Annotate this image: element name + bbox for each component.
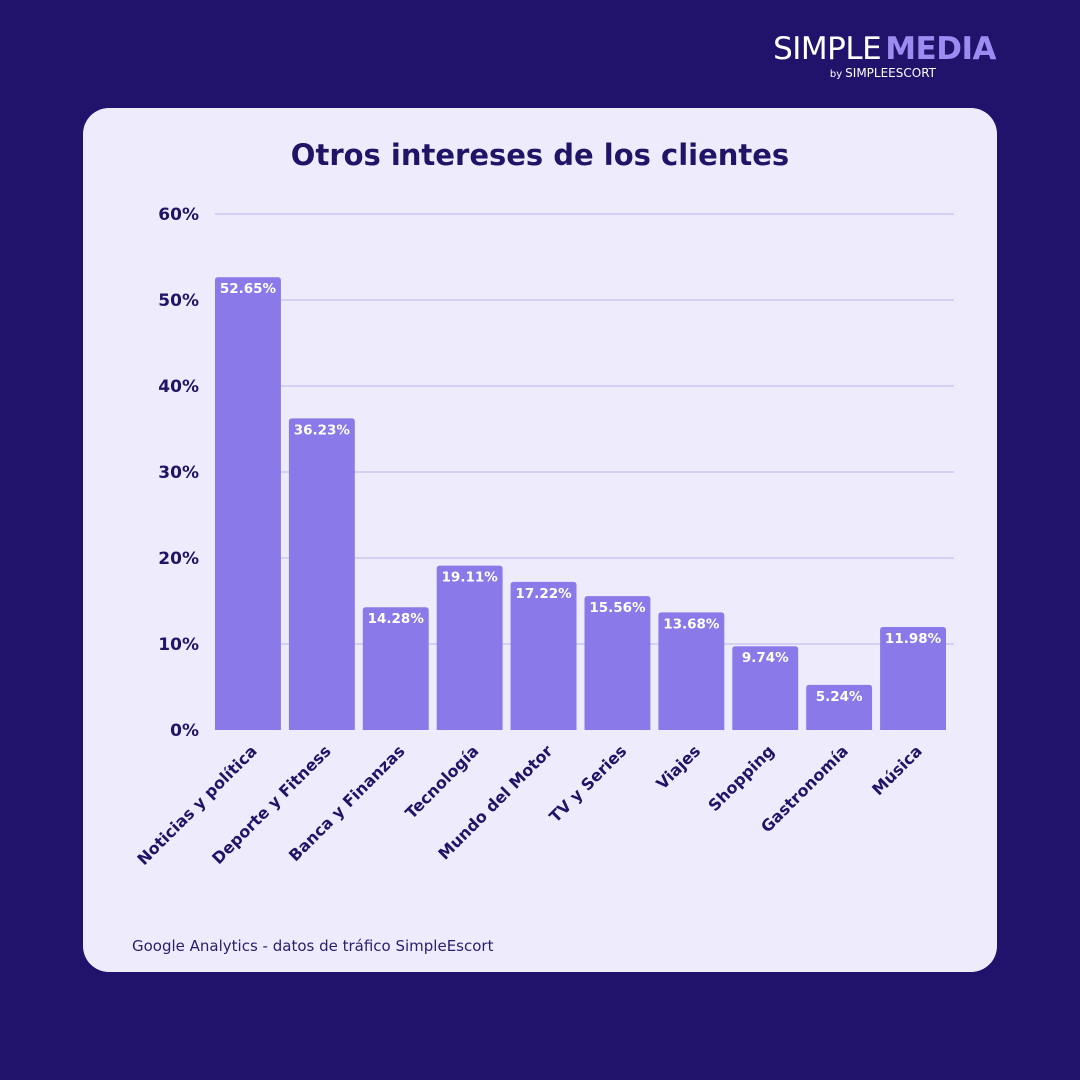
bar-value-label: 17.22%: [515, 586, 572, 602]
x-tick-label: Música: [868, 741, 926, 799]
y-tick-label: 0%: [170, 721, 199, 741]
bar-value-label: 5.24%: [816, 689, 863, 705]
brand-name-part2: MEDIA: [885, 31, 996, 67]
brand-by-label: by: [829, 69, 843, 80]
bar-value-label: 13.68%: [663, 616, 720, 632]
x-tick-label: TV y Series: [545, 741, 630, 826]
y-tick-label: 10%: [158, 635, 199, 655]
bar-value-label: 52.65%: [220, 281, 277, 297]
bar: [880, 626, 946, 730]
y-tick-label: 30%: [158, 463, 199, 483]
bar: [658, 612, 725, 730]
y-tick-label: 20%: [158, 549, 199, 569]
bar: [510, 581, 577, 730]
bar: [732, 646, 799, 730]
source-note: Google Analytics - datos de tráfico Simp…: [132, 937, 494, 955]
x-tick-label: Shopping: [704, 741, 778, 815]
bar-chart: Otros intereses de los clientes 0% 10% 20% 3…: [133, 138, 954, 869]
bar-value-label: 19.11%: [442, 570, 499, 586]
chart-title: Otros intereses de los clientes: [291, 138, 789, 172]
brand-name: SIMPLE MEDIA: [773, 30, 996, 68]
x-tick-label: Tecnología: [401, 741, 482, 822]
bar-value-label: 11.98%: [885, 631, 942, 647]
brand-name-part1: SIMPLE: [773, 31, 882, 67]
bar: [436, 565, 503, 730]
bar: [584, 596, 651, 730]
brand-sub-name: SIMPLEESCORT: [845, 66, 936, 80]
bar-value-label: 36.23%: [294, 422, 351, 438]
chart-card: Otros intereses de los clientes 0% 10% 20% 3…: [83, 108, 997, 972]
y-tick-label: 50%: [158, 291, 199, 311]
x-tick-label: Noticias y política: [133, 741, 260, 868]
bar-value-label: 9.74%: [742, 650, 789, 666]
bar-value-label: 14.28%: [368, 611, 425, 627]
bar-value-label: 15.56%: [589, 600, 646, 616]
x-tick-label: Viajes: [652, 741, 704, 793]
bar: [288, 418, 355, 730]
brand-logo: SIMPLE MEDIA by SIMPLEESCORT: [773, 30, 996, 82]
brand-subline: by SIMPLEESCORT: [773, 66, 936, 82]
bar: [215, 277, 281, 730]
y-tick-label: 40%: [158, 377, 199, 397]
y-tick-label: 60%: [158, 205, 199, 225]
bar: [362, 607, 429, 730]
bar: [806, 684, 873, 730]
